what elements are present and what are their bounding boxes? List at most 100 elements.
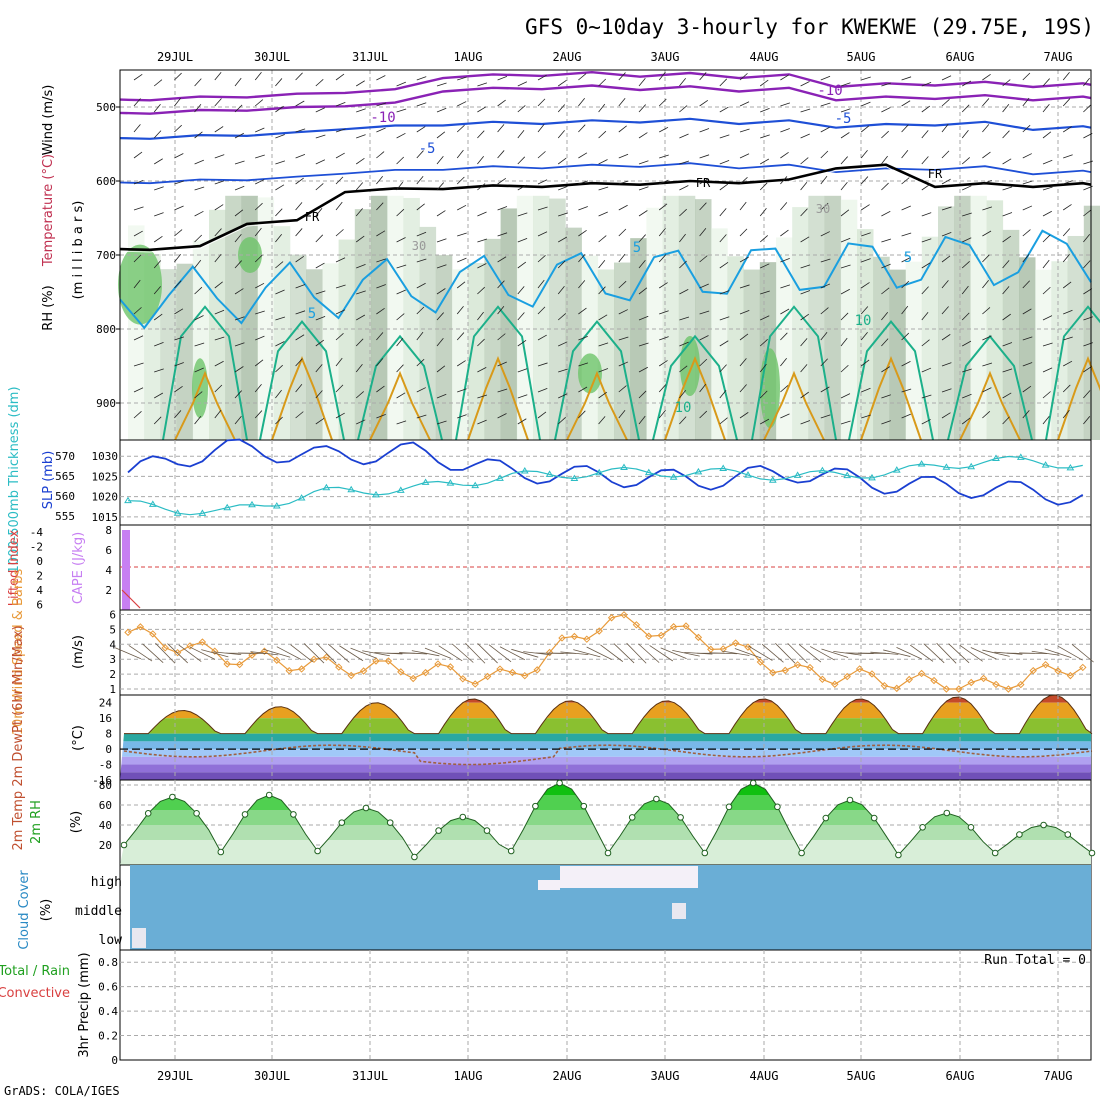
rh-cell	[338, 239, 356, 440]
thickness-marker	[1066, 463, 1075, 471]
date-label: 4AUG	[750, 1069, 779, 1083]
wind-barb	[739, 101, 750, 107]
wind-barb	[1022, 385, 1032, 393]
thickness-marker	[446, 479, 455, 486]
wind-barb	[477, 211, 487, 217]
wind-barb	[982, 254, 990, 263]
isotherm-10	[162, 305, 248, 441]
rh-cell	[1067, 235, 1085, 440]
wind-barb	[921, 311, 929, 321]
cloud-levels: high middle low	[75, 875, 122, 948]
wind-barb	[295, 411, 304, 419]
wind-barb	[901, 305, 909, 315]
thickness-marker	[843, 471, 852, 479]
wind-barb	[517, 81, 528, 87]
wind-barb	[941, 388, 952, 393]
wind-barb	[194, 415, 202, 425]
wind-barb	[396, 156, 405, 165]
wind-barb	[881, 130, 889, 139]
wind-barb	[315, 390, 323, 399]
wind-barb	[234, 234, 242, 243]
wind-tick: 4	[109, 638, 116, 651]
wind-barb	[982, 387, 992, 393]
wind10m-barb	[438, 645, 463, 662]
wind-barb	[659, 310, 669, 315]
temp-tick: 24	[99, 697, 113, 710]
wind-barb	[254, 254, 263, 263]
wind10m-barb	[870, 651, 899, 655]
wind-barb	[840, 108, 851, 113]
wind-barb	[376, 307, 385, 315]
wind-barb	[174, 205, 184, 211]
wind-barb	[1062, 281, 1072, 289]
wind-barb	[618, 228, 627, 237]
wind-barb	[982, 124, 990, 133]
wind-barb	[194, 104, 202, 113]
wind-barb	[1042, 104, 1050, 113]
cape-tick: 2	[105, 584, 112, 597]
wind-barb	[578, 362, 589, 367]
wind-barb	[941, 99, 950, 107]
wind-barb	[396, 181, 404, 191]
wind-barb	[133, 124, 141, 133]
wind-barb	[537, 411, 547, 419]
wind-barb	[800, 364, 808, 373]
wind-barb	[921, 184, 931, 191]
wind-barb	[1002, 130, 1010, 139]
wind-barb	[436, 182, 444, 191]
wind-barb	[436, 156, 444, 165]
wind-barb	[578, 73, 587, 81]
thickness-marker	[644, 468, 653, 476]
wind-barb	[275, 208, 283, 217]
wind-barb	[254, 202, 263, 211]
wind-barb	[760, 158, 770, 165]
thickness-marker	[595, 468, 604, 476]
wind-barb	[861, 232, 871, 237]
wind-marker	[669, 623, 678, 631]
wind-barb	[517, 184, 527, 191]
rh-cell	[500, 208, 518, 440]
rh-point	[846, 796, 854, 804]
wind-barb	[1002, 235, 1011, 243]
wind-barb	[961, 285, 969, 295]
wind-barb	[557, 104, 566, 113]
wind-barb	[436, 82, 447, 87]
rh-cell	[290, 254, 307, 440]
wind-barb	[780, 284, 791, 289]
wind-barb	[1062, 384, 1071, 393]
wind-barb	[396, 313, 405, 321]
wind-barb	[436, 210, 446, 217]
wind-barb	[295, 154, 306, 159]
wind10m-barb	[155, 642, 176, 664]
date-label: 6AUG	[946, 50, 975, 64]
wind-barb	[881, 338, 889, 347]
wind-barb	[335, 229, 344, 237]
wind-barb	[255, 310, 265, 315]
wind-barb	[275, 416, 283, 425]
rh-cell	[176, 263, 194, 440]
isotherm-15	[174, 370, 236, 441]
wind-barb	[800, 81, 810, 87]
wind-marker	[583, 635, 591, 643]
wind-barb	[436, 365, 446, 373]
wind-barb	[174, 253, 182, 263]
wind-barb	[760, 315, 770, 321]
wind-barb	[699, 99, 709, 107]
wind-barb	[295, 128, 306, 133]
wind-barb	[376, 385, 385, 393]
wind-barb	[234, 416, 242, 425]
rh-point	[1064, 831, 1072, 838]
wind-barb	[295, 334, 305, 341]
cloud-gap	[538, 880, 560, 890]
contour-label: 30	[412, 239, 426, 253]
wind10m-barb	[339, 645, 364, 662]
rh-point	[217, 848, 225, 856]
wind-marker	[880, 681, 889, 690]
rh-point	[653, 795, 660, 803]
wind-barb	[477, 419, 487, 425]
wind-barb	[1022, 97, 1030, 107]
wind-barb	[739, 358, 747, 367]
wind-barb	[1002, 158, 1012, 165]
thickness-marker	[744, 471, 752, 478]
wind-barb	[517, 368, 528, 373]
